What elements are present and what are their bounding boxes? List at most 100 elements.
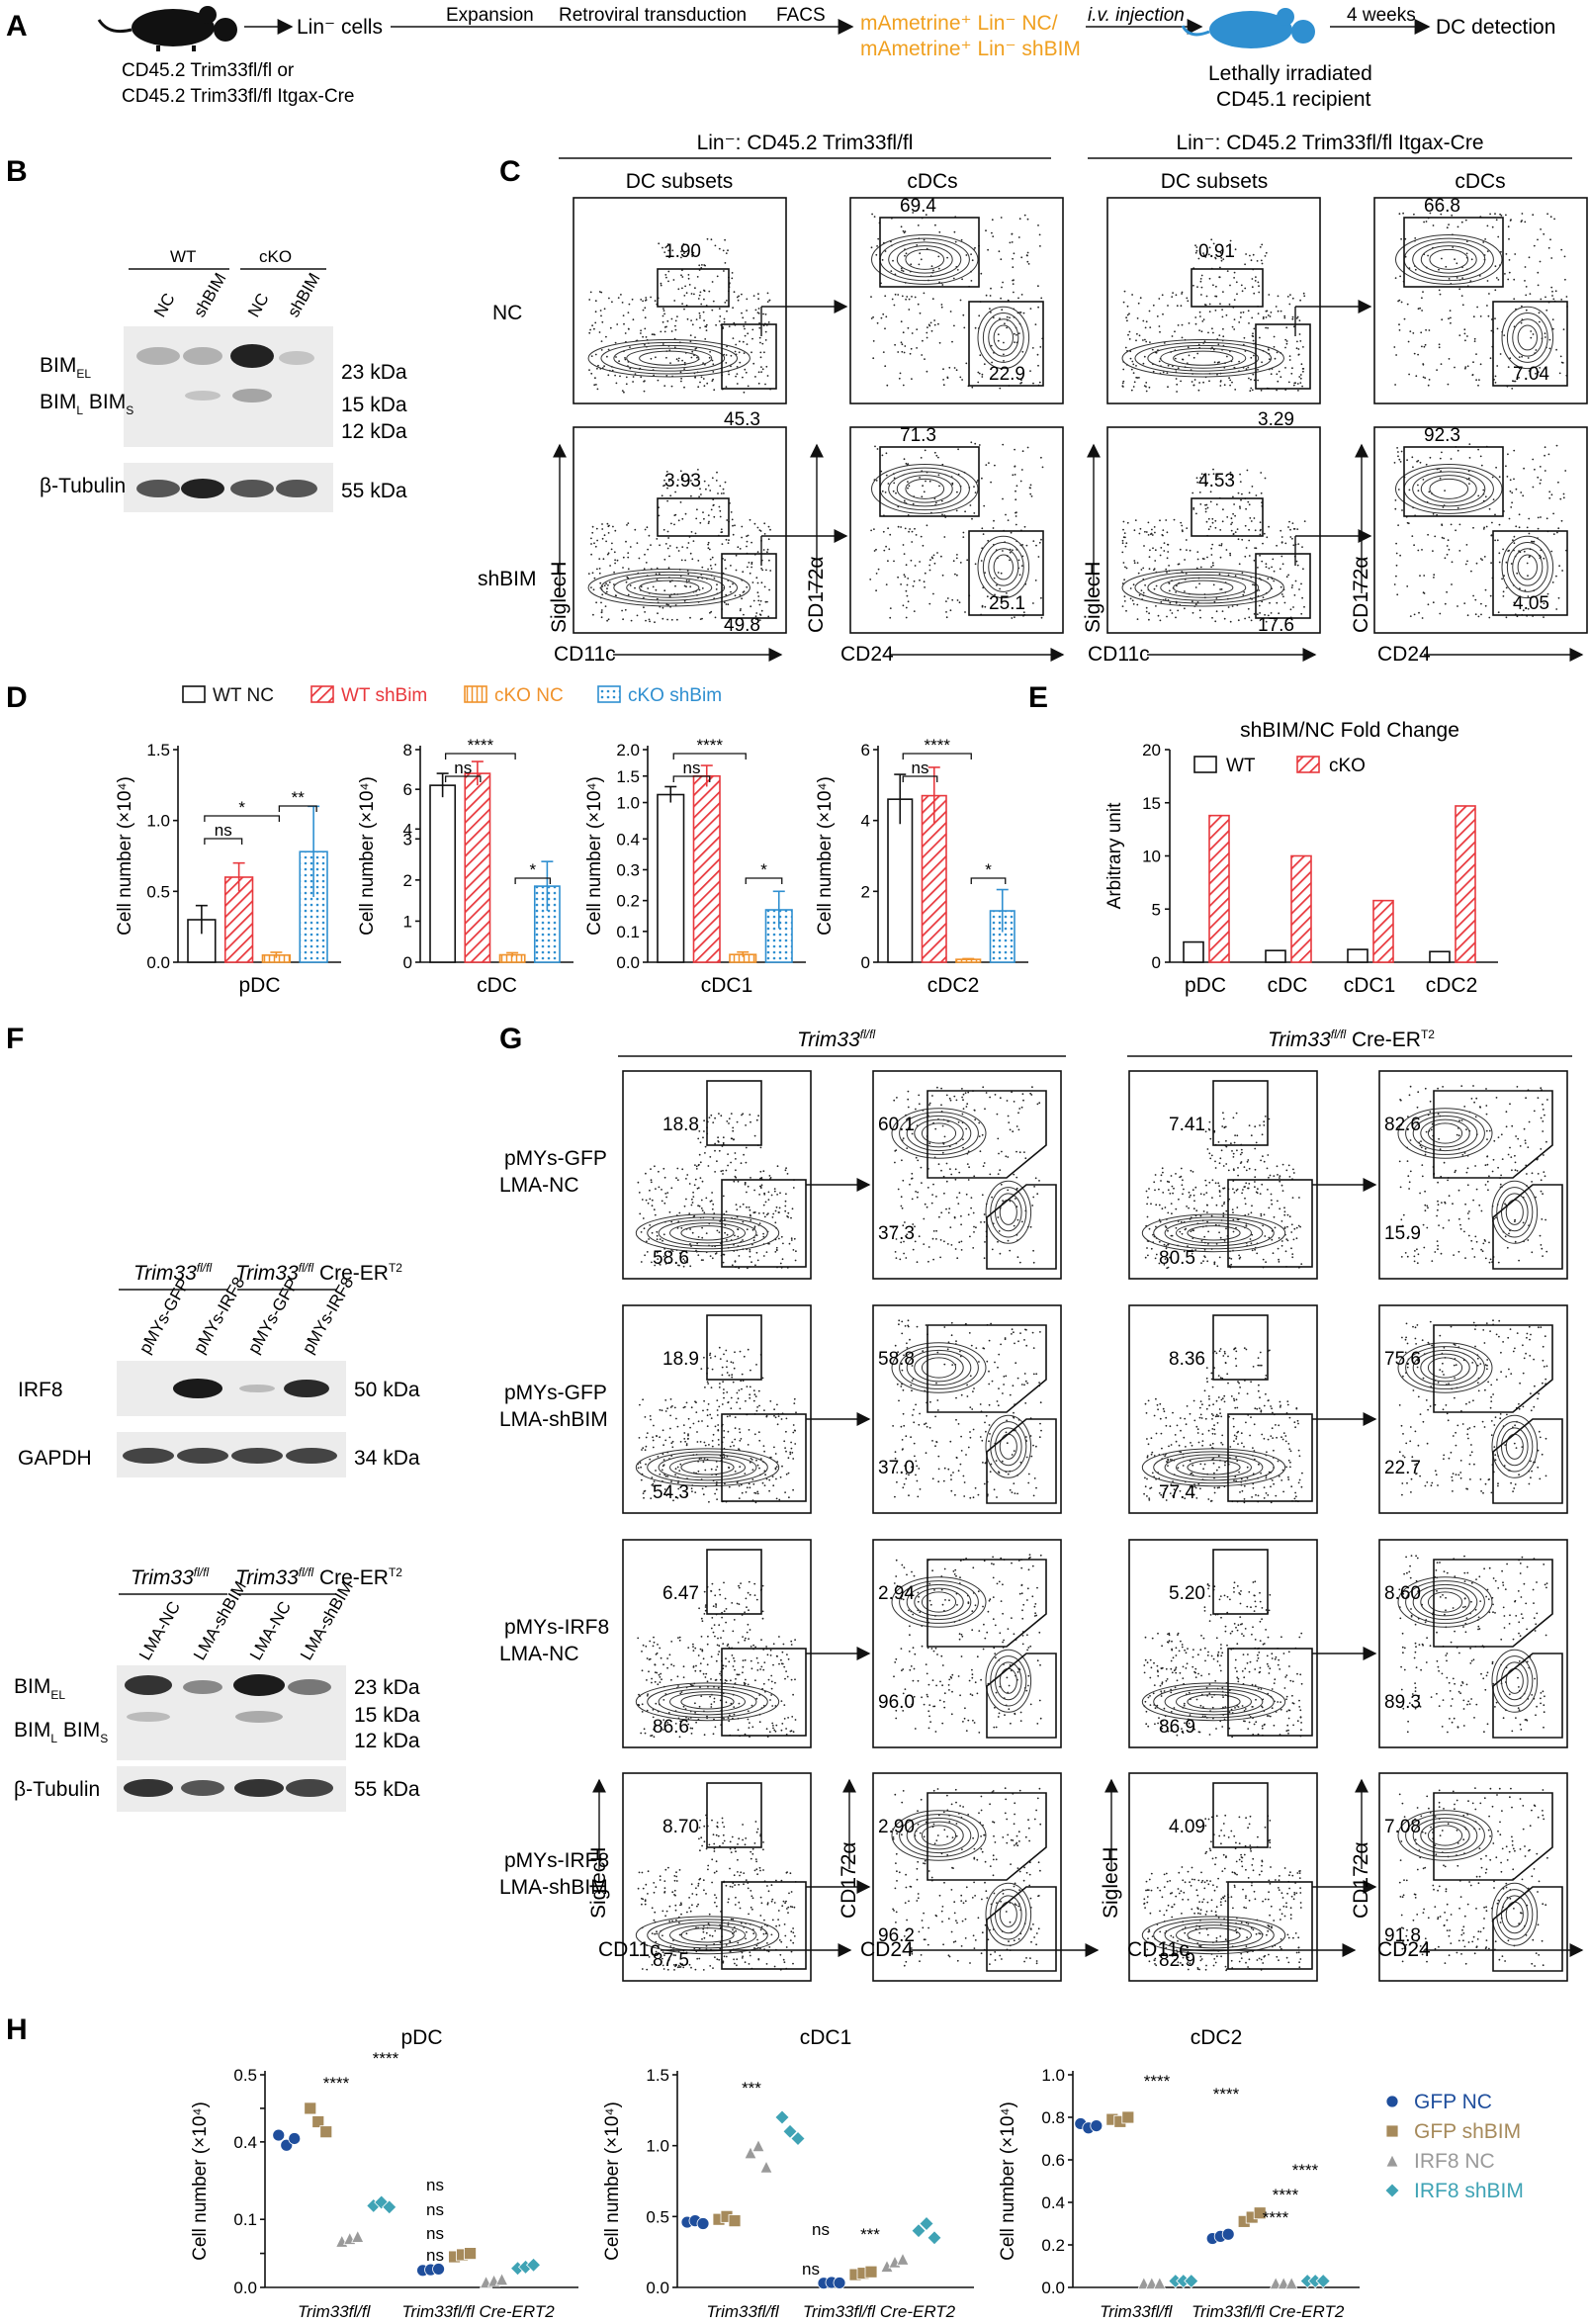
event-dot [712, 300, 715, 303]
event-dot [752, 1239, 755, 1242]
event-dot [590, 537, 592, 540]
event-dot [593, 542, 595, 545]
event-dot [1463, 328, 1466, 331]
event-dot [967, 1179, 970, 1181]
event-dot [1493, 1139, 1496, 1142]
event-dot [749, 1486, 751, 1489]
event-dot [661, 1189, 662, 1191]
event-dot [739, 1407, 742, 1410]
event-dot [675, 1177, 677, 1180]
sig-bracket [902, 753, 972, 760]
event-dot [699, 1177, 702, 1179]
event-dot [694, 287, 696, 290]
event-dot [730, 1361, 733, 1364]
event-dot [1211, 1179, 1214, 1182]
event-dot [1175, 591, 1177, 593]
event-dot [1235, 1435, 1238, 1438]
event-dot [721, 1374, 724, 1377]
event-dot [1203, 1255, 1205, 1258]
event-dot [1292, 1238, 1295, 1241]
event-dot [1144, 530, 1146, 533]
event-dot [643, 606, 645, 609]
event-dot [915, 1403, 917, 1406]
event-dot [1439, 477, 1442, 480]
event-dot [1139, 297, 1142, 300]
event-dot [750, 541, 752, 544]
event-dot [933, 562, 936, 565]
event-dot [1252, 335, 1255, 338]
event-dot [690, 531, 693, 533]
event-dot [706, 237, 709, 240]
event-dot [1549, 216, 1552, 219]
event-dot [1234, 248, 1237, 251]
event-dot [920, 258, 923, 261]
y-axis-label: Cell number (×10⁴) [584, 776, 605, 936]
event-dot [1539, 466, 1542, 468]
donor-line-1: CD45.2 Trim33fl/fl or [122, 60, 295, 81]
event-dot [1121, 605, 1124, 607]
event-dot [1439, 293, 1442, 296]
event-dot [955, 1340, 957, 1343]
event-dot [656, 1435, 658, 1437]
contour [985, 1180, 1032, 1244]
event-dot [1480, 613, 1482, 616]
event-dot [759, 1458, 762, 1460]
event-dot [1262, 1224, 1264, 1227]
event-dot [935, 1441, 937, 1443]
event-dot [1122, 301, 1125, 304]
band-f2-bim-el: BIMEL [14, 1675, 65, 1702]
event-dot [1144, 583, 1146, 586]
event-dot [1539, 260, 1542, 263]
event-dot [701, 1209, 704, 1211]
event-dot [1138, 334, 1141, 337]
event-dot [792, 1431, 795, 1434]
event-dot [1523, 467, 1525, 470]
event-dot [662, 1459, 665, 1461]
event-dot [1231, 521, 1233, 524]
event-dot [722, 1261, 725, 1264]
event-dot [1217, 1182, 1220, 1185]
event-dot [754, 309, 757, 312]
event-dot [640, 585, 643, 588]
event-dot [1427, 533, 1429, 536]
event-dot [1250, 1134, 1253, 1137]
size-f2-15: 15 kDa [354, 1704, 420, 1727]
event-dot [1544, 1114, 1545, 1117]
event-dot [949, 1099, 952, 1102]
event-dot [593, 577, 596, 580]
event-dot [659, 544, 661, 547]
event-dot [1214, 1167, 1217, 1169]
event-dot [603, 308, 606, 311]
event-dot [994, 464, 996, 467]
event-dot [702, 311, 705, 313]
event-dot [1283, 314, 1286, 317]
event-dot [764, 1201, 767, 1204]
event-dot [649, 1415, 652, 1417]
contour [891, 1342, 987, 1393]
event-dot [905, 1477, 908, 1480]
size-f1-34: 34 kDa [354, 1447, 420, 1470]
event-dot [1015, 1176, 1018, 1179]
event-dot [1265, 620, 1268, 623]
event-dot [686, 1261, 688, 1264]
event-dot [1207, 331, 1209, 334]
event-dot [735, 375, 737, 378]
event-dot [1424, 1204, 1427, 1207]
event-dot [1129, 597, 1132, 600]
event-dot [1420, 331, 1423, 334]
event-dot [1291, 584, 1293, 586]
event-dot [1537, 1097, 1540, 1099]
event-dot [951, 483, 954, 486]
event-dot [1154, 560, 1157, 562]
event-dot [747, 385, 750, 388]
event-dot [1202, 1260, 1204, 1263]
event-dot [1208, 380, 1210, 383]
event-dot [1014, 1492, 1016, 1494]
event-dot [1474, 1165, 1476, 1167]
event-dot [1009, 551, 1012, 554]
event-dot [1166, 1267, 1169, 1270]
event-dot [898, 1319, 901, 1322]
event-dot [945, 600, 947, 602]
event-dot [885, 474, 888, 477]
